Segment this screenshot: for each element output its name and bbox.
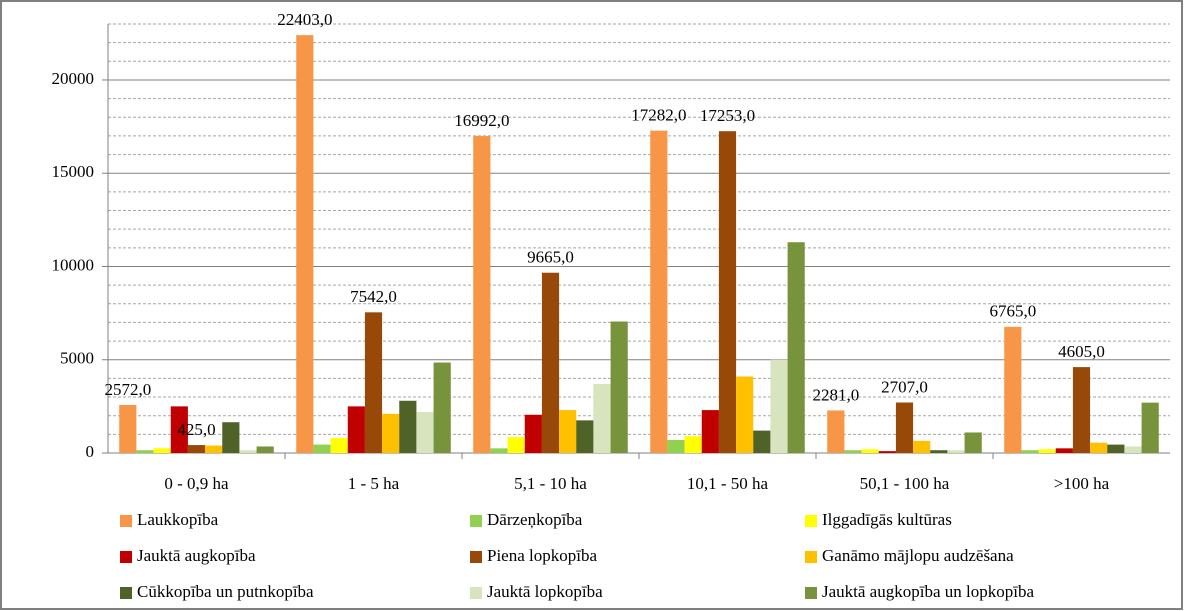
legend-swatch: [120, 515, 132, 527]
bar: [559, 410, 577, 453]
data-label: 16992,0: [454, 111, 509, 130]
legend-label: Jauktā augkopība un lopkopība: [822, 582, 1034, 601]
bar: [364, 312, 383, 453]
legend-swatch: [120, 551, 132, 563]
data-label: 9665,0: [527, 248, 574, 267]
bar: [136, 450, 154, 453]
data-label: 22403,0: [277, 10, 332, 29]
bar: [593, 383, 611, 453]
legend-label: Jauktā augkopība: [137, 546, 256, 565]
bar: [239, 450, 257, 453]
bar: [1107, 444, 1125, 453]
bar: [330, 438, 348, 453]
bar: [701, 410, 719, 453]
legend-label: Dārzeņkopība: [487, 510, 583, 529]
bar: [736, 376, 754, 453]
bar: [541, 272, 560, 453]
bar: [347, 406, 365, 453]
bar: [947, 450, 965, 453]
legend-swatch: [120, 587, 132, 599]
legend-label: Jauktā lopkopība: [487, 582, 603, 601]
bar: [895, 402, 914, 453]
bar: [718, 131, 737, 454]
data-label: 7542,0: [350, 287, 397, 306]
legend-swatch: [805, 587, 817, 599]
legend-swatch: [470, 551, 482, 563]
bar: [787, 242, 805, 453]
bar: [1072, 367, 1091, 453]
legend-label: Ganāmo mājlopu audzēšana: [822, 546, 1014, 565]
bar: [433, 362, 451, 453]
bar: [153, 448, 171, 453]
x-tick-label: 50,1 - 100 ha: [860, 474, 950, 493]
bar: [524, 414, 542, 453]
bar: [753, 430, 771, 453]
data-label: 17253,0: [700, 106, 755, 125]
x-tick-label: >100 ha: [1054, 474, 1110, 493]
bar: [313, 444, 331, 453]
bar: [770, 359, 788, 453]
y-tick-label: 15000: [52, 162, 95, 181]
bar: [610, 321, 628, 453]
bar: [296, 35, 314, 454]
bar: [473, 136, 491, 453]
x-tick-label: 5,1 - 10 ha: [514, 474, 587, 493]
bar: [576, 420, 594, 453]
bar: [913, 440, 931, 453]
bar: [844, 450, 862, 453]
bar: [490, 448, 508, 453]
y-tick-label: 20000: [52, 69, 95, 88]
bar: [1055, 448, 1073, 453]
bar: [507, 437, 525, 453]
legend-label: Piena lopkopība: [487, 546, 597, 565]
bar: [187, 445, 206, 453]
bar: [205, 445, 223, 453]
legend-swatch: [470, 587, 482, 599]
x-tick-label: 10,1 - 50 ha: [687, 474, 769, 493]
legend-swatch: [805, 551, 817, 563]
y-tick-label: 5000: [60, 349, 94, 368]
bar: [878, 451, 896, 453]
bar: [382, 413, 400, 453]
bar: [1021, 450, 1039, 453]
bar: [861, 449, 879, 453]
bar: [964, 432, 982, 453]
bar: [650, 130, 668, 453]
bar: [667, 439, 685, 453]
bar: [1038, 449, 1056, 453]
legend-swatch: [470, 515, 482, 527]
data-label: 2707,0: [881, 377, 928, 396]
data-label: 2281,0: [812, 385, 859, 404]
y-tick-label: 10000: [52, 255, 95, 274]
bar: [1141, 402, 1159, 453]
bar: [222, 422, 240, 453]
bar: [416, 411, 434, 453]
data-label: 4605,0: [1058, 342, 1105, 361]
legend-label: Cūkkopība un putnkopība: [137, 582, 314, 601]
data-label: 2572,0: [104, 380, 151, 399]
data-label: 6765,0: [989, 302, 1036, 321]
bar: [1124, 446, 1142, 453]
legend-swatch: [805, 515, 817, 527]
data-label: 425,0: [177, 420, 215, 439]
bar: [399, 400, 417, 453]
bar: [930, 450, 948, 453]
data-label: 17282,0: [631, 106, 686, 125]
legend-label: Laukkopība: [137, 510, 219, 529]
bar: [1090, 442, 1108, 453]
x-tick-label: 1 - 5 ha: [348, 474, 400, 493]
bar: [170, 406, 188, 453]
x-tick-label: 0 - 0,9 ha: [164, 474, 229, 493]
y-tick-label: 0: [86, 442, 95, 461]
bar: [256, 446, 274, 453]
bar: [119, 405, 137, 453]
bar: [827, 410, 845, 453]
legend-label: Ilggadīgās kultūras: [822, 510, 952, 529]
bar: [684, 436, 702, 453]
bar: [1004, 326, 1022, 453]
